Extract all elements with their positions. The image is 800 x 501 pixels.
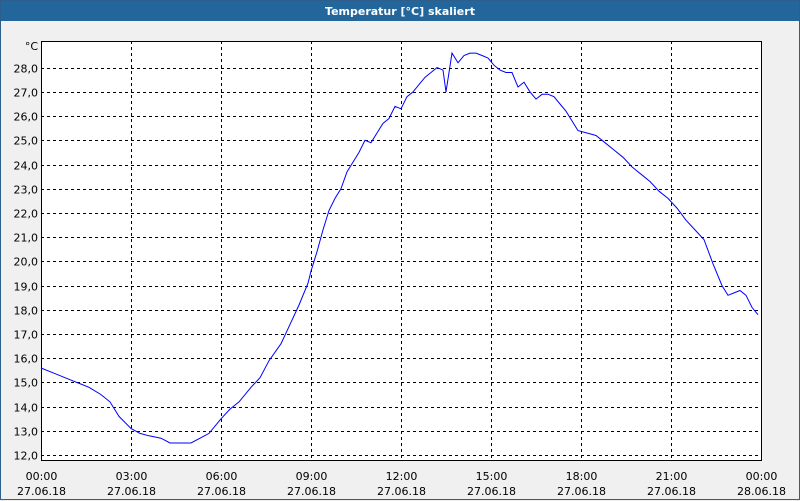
plot-frame (41, 41, 762, 461)
x-tick-time: 09:00 (296, 470, 328, 483)
x-tick-time: 15:00 (476, 470, 508, 483)
y-tick-label: 12,0 (14, 450, 39, 463)
x-tick-date: 27.06.18 (467, 485, 516, 498)
x-tick-time: 18:00 (566, 470, 598, 483)
x-tick-date: 27.06.18 (287, 485, 336, 498)
y-axis-unit: °C (25, 40, 39, 53)
y-tick-label: 23,0 (14, 184, 39, 197)
x-tick-date: 27.06.18 (197, 485, 246, 498)
y-tick-label: 22,0 (14, 208, 39, 221)
y-tick-label: 27,0 (14, 87, 39, 100)
y-tick-label: 16,0 (14, 353, 39, 366)
x-tick-time: 06:00 (206, 470, 238, 483)
y-tick-label: 15,0 (14, 377, 39, 390)
y-tick-label: 18,0 (14, 305, 39, 318)
y-tick-label: 28,0 (14, 63, 39, 76)
x-tick-date: 27.06.18 (647, 485, 696, 498)
x-tick-date: 27.06.18 (107, 485, 156, 498)
x-tick-time: 21:00 (656, 470, 688, 483)
x-tick-time: 03:00 (116, 470, 148, 483)
y-tick-label: 24,0 (14, 160, 39, 173)
y-tick-label: 26,0 (14, 111, 39, 124)
y-tick-label: 20,0 (14, 256, 39, 269)
x-tick-date: 27.06.18 (557, 485, 606, 498)
y-tick-label: 25,0 (14, 135, 39, 148)
x-tick-date: 27.06.18 (17, 485, 66, 498)
y-tick-label: 17,0 (14, 329, 39, 342)
x-tick-date: 28.06.18 (737, 485, 786, 498)
x-tick-time: 00:00 (746, 470, 778, 483)
y-tick-label: 14,0 (14, 402, 39, 415)
y-tick-label: 13,0 (14, 426, 39, 439)
x-tick-time: 12:00 (386, 470, 418, 483)
x-tick-time: 00:00 (26, 470, 58, 483)
y-tick-label: 21,0 (14, 232, 39, 245)
x-tick-date: 27.06.18 (377, 485, 426, 498)
y-tick-label: 19,0 (14, 281, 39, 294)
window-title: Temperatur [°C] skaliert (1, 1, 799, 21)
temperature-series-line (40, 51, 759, 444)
